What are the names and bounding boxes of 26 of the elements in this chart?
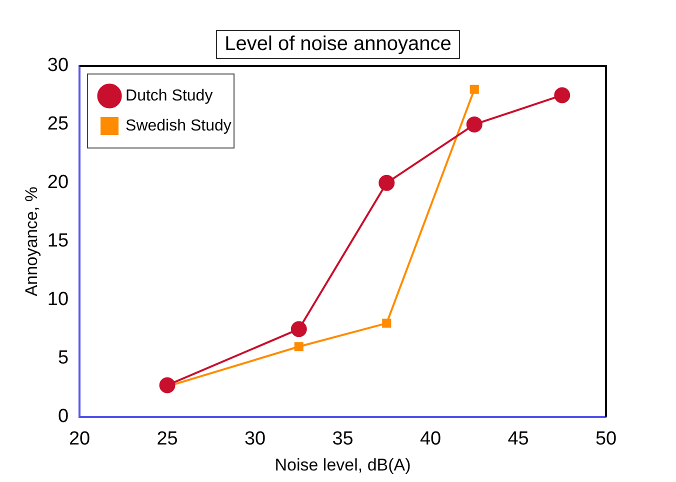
- y-tick-label: 0: [58, 406, 69, 428]
- point: [378, 174, 395, 191]
- x-axis-title: Noise level, dB(A): [274, 455, 411, 474]
- y-tick-label: 30: [47, 55, 69, 76]
- point: [382, 318, 392, 328]
- x-tick-label: 50: [595, 428, 617, 450]
- y-tick-label: 5: [58, 348, 69, 369]
- point: [290, 321, 307, 338]
- point: [294, 342, 304, 352]
- x-tick-label: 45: [508, 428, 529, 450]
- point: [470, 84, 479, 94]
- legend-label: Dutch Study: [126, 87, 213, 104]
- y-tick-label: 20: [47, 172, 69, 194]
- y-tick-label: 15: [47, 230, 69, 252]
- x-tick-label: 40: [420, 428, 442, 450]
- x-tick-label: 35: [332, 428, 354, 450]
- point: [466, 116, 482, 132]
- chart-title: Level of noise annoyance: [216, 30, 460, 59]
- point: [554, 87, 570, 104]
- y-tick-label: 25: [47, 114, 69, 135]
- point: [159, 377, 176, 394]
- y-axis-title: Annoyance, %: [22, 186, 41, 296]
- y-tick-label: 10: [47, 289, 69, 310]
- legend-label: Swedish Study: [126, 117, 232, 134]
- x-tick-label: 25: [156, 428, 178, 450]
- x-tick-label: 30: [244, 428, 266, 450]
